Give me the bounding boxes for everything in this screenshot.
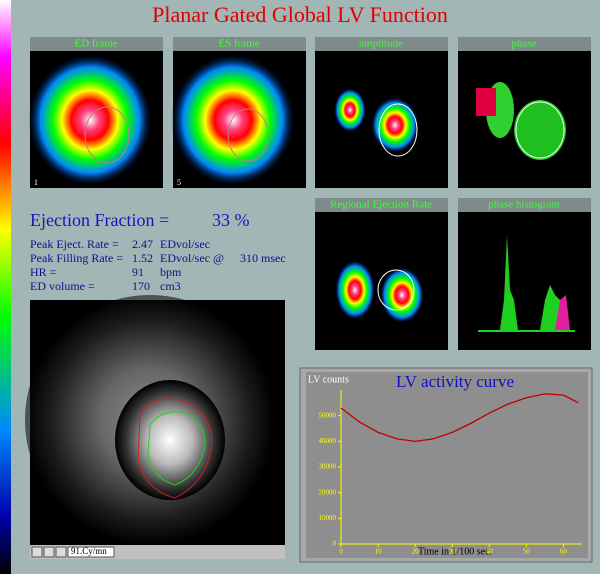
panel-label: phase histogram (488, 199, 560, 211)
row-unit: EDvol/sec (160, 237, 210, 251)
row-unit: bpm (160, 265, 182, 279)
color-scale (0, 0, 11, 574)
x-tick-label: 10 (375, 548, 383, 556)
y-tick-label: 30000 (319, 463, 337, 471)
panel-label: amplitude (359, 38, 403, 50)
row-label: ED volume = (30, 279, 95, 293)
frame-number: 5 (177, 178, 181, 187)
stop-button[interactable] (43, 546, 55, 558)
x-axis-label: Time in 1/100 sec. (418, 546, 492, 557)
row-extra: 310 msec (240, 251, 286, 265)
row-label: HR = (30, 265, 57, 279)
row-value: 2.47 (132, 237, 153, 251)
row-label: Peak Filling Rate = (30, 251, 123, 265)
row-value: 1.52 (132, 251, 153, 265)
es-panel: ES frame 5 (171, 37, 306, 188)
ed-panel: ED frame 1 (28, 37, 163, 188)
x-tick-label: 30 (449, 548, 457, 556)
y-tick-label: 20000 (319, 488, 337, 496)
panel-label: Regional Ejection Rate (330, 199, 432, 211)
activity-curve (340, 393, 579, 442)
x-tick-label: 20 (412, 548, 420, 556)
panel-label: phase (511, 38, 536, 50)
cine-rate: 91.Cy/mn (71, 546, 107, 556)
row-unit: cm3 (160, 279, 181, 293)
play-button[interactable] (55, 546, 67, 558)
ef-label: Ejection Fraction = (30, 210, 169, 230)
row-label: Peak Eject. Rate = (30, 237, 119, 251)
y-tick-label: 40000 (319, 437, 337, 445)
ef-value: 33 % (212, 210, 250, 230)
plot-background (306, 372, 588, 558)
amplitude-panel: amplitude (315, 37, 448, 188)
row-value: 91 (132, 265, 144, 279)
rewind-button[interactable] (31, 546, 43, 558)
results: Ejection Fraction = 33 % Peak Eject. Rat… (30, 210, 286, 293)
y-axis-label: LV counts (308, 374, 349, 385)
x-tick-label: 50 (523, 548, 531, 556)
y-tick-label: 0 (333, 540, 337, 548)
regional-panel: Regional Ejection Rate (315, 198, 448, 350)
chart-title: LV activity curve (396, 372, 514, 391)
panel-label: ED frame (74, 38, 117, 50)
cine-image: 91.Cy/mn (25, 295, 285, 559)
y-tick-label: 10000 (319, 514, 337, 522)
row-unit: EDvol/sec @ (160, 251, 224, 265)
x-tick-label: 40 (486, 548, 494, 556)
row-value: 170 (132, 279, 150, 293)
page-title: Planar Gated Global LV Function (152, 2, 448, 27)
x-tick-label: 60 (560, 548, 568, 556)
x-tick-label: 0 (339, 548, 343, 556)
frame-number: 1 (34, 178, 38, 187)
y-tick-label: 50000 (319, 411, 337, 419)
panel-label: ES frame (218, 38, 259, 50)
phase-panel: phase (458, 37, 591, 188)
histogram-panel: phase histogram (458, 198, 591, 350)
